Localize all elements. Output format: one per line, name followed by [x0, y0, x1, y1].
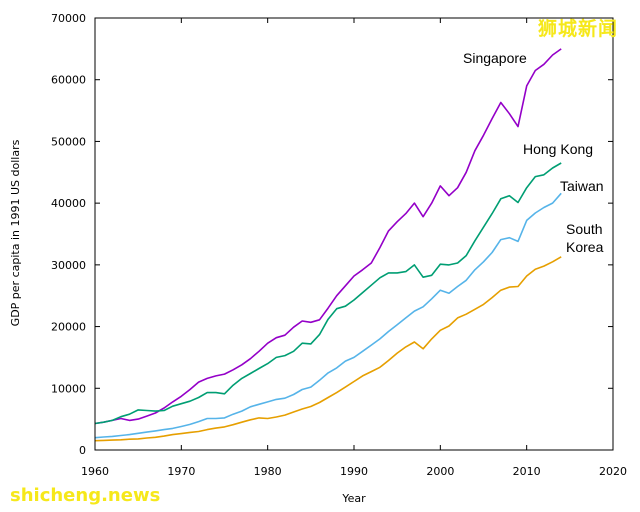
y-tick-label: 60000 [51, 74, 86, 87]
y-tick-label: 10000 [51, 382, 86, 395]
y-tick-label: 20000 [51, 321, 86, 334]
x-tick-label: 2010 [513, 465, 541, 478]
y-tick-label: 70000 [51, 12, 86, 25]
series-label-south-korea-line2: Korea [566, 239, 604, 255]
watermark-top: 狮城新闻 [538, 18, 619, 40]
series-label-singapore: Singapore [463, 50, 527, 66]
plot-frame [94, 17, 614, 451]
series-line-singapore [94, 48, 562, 425]
y-tick-label: 0 [79, 444, 86, 457]
series-line-south-korea [94, 256, 562, 442]
ticks-layer: 1960 1970 1980 1990 2000 2010 2020 0 10000 20000 3… [51, 12, 627, 478]
x-axis-title: Year [341, 492, 366, 505]
y-axis-title: GDP per capita in 1991 US dollars [9, 139, 22, 326]
y-tick-label: 50000 [51, 135, 86, 148]
series-label-hong-kong: Hong Kong [523, 141, 593, 157]
series-line-hong-kong [94, 162, 562, 425]
series-line-taiwan [94, 192, 562, 439]
series-label-taiwan: Taiwan [560, 178, 604, 194]
x-tick-label: 1960 [81, 465, 109, 478]
series-label-south-korea-line1: South [566, 221, 603, 237]
x-tick-label: 1980 [254, 465, 282, 478]
x-tick-label: 1970 [167, 465, 195, 478]
x-tick-label: 2020 [599, 465, 627, 478]
watermark-bottom: shicheng.news [10, 485, 161, 506]
y-tick-label: 30000 [51, 259, 86, 272]
y-tick-label: 40000 [51, 197, 86, 210]
x-tick-label: 2000 [426, 465, 454, 478]
x-tick-label: 1990 [340, 465, 368, 478]
series-layer [94, 48, 562, 442]
